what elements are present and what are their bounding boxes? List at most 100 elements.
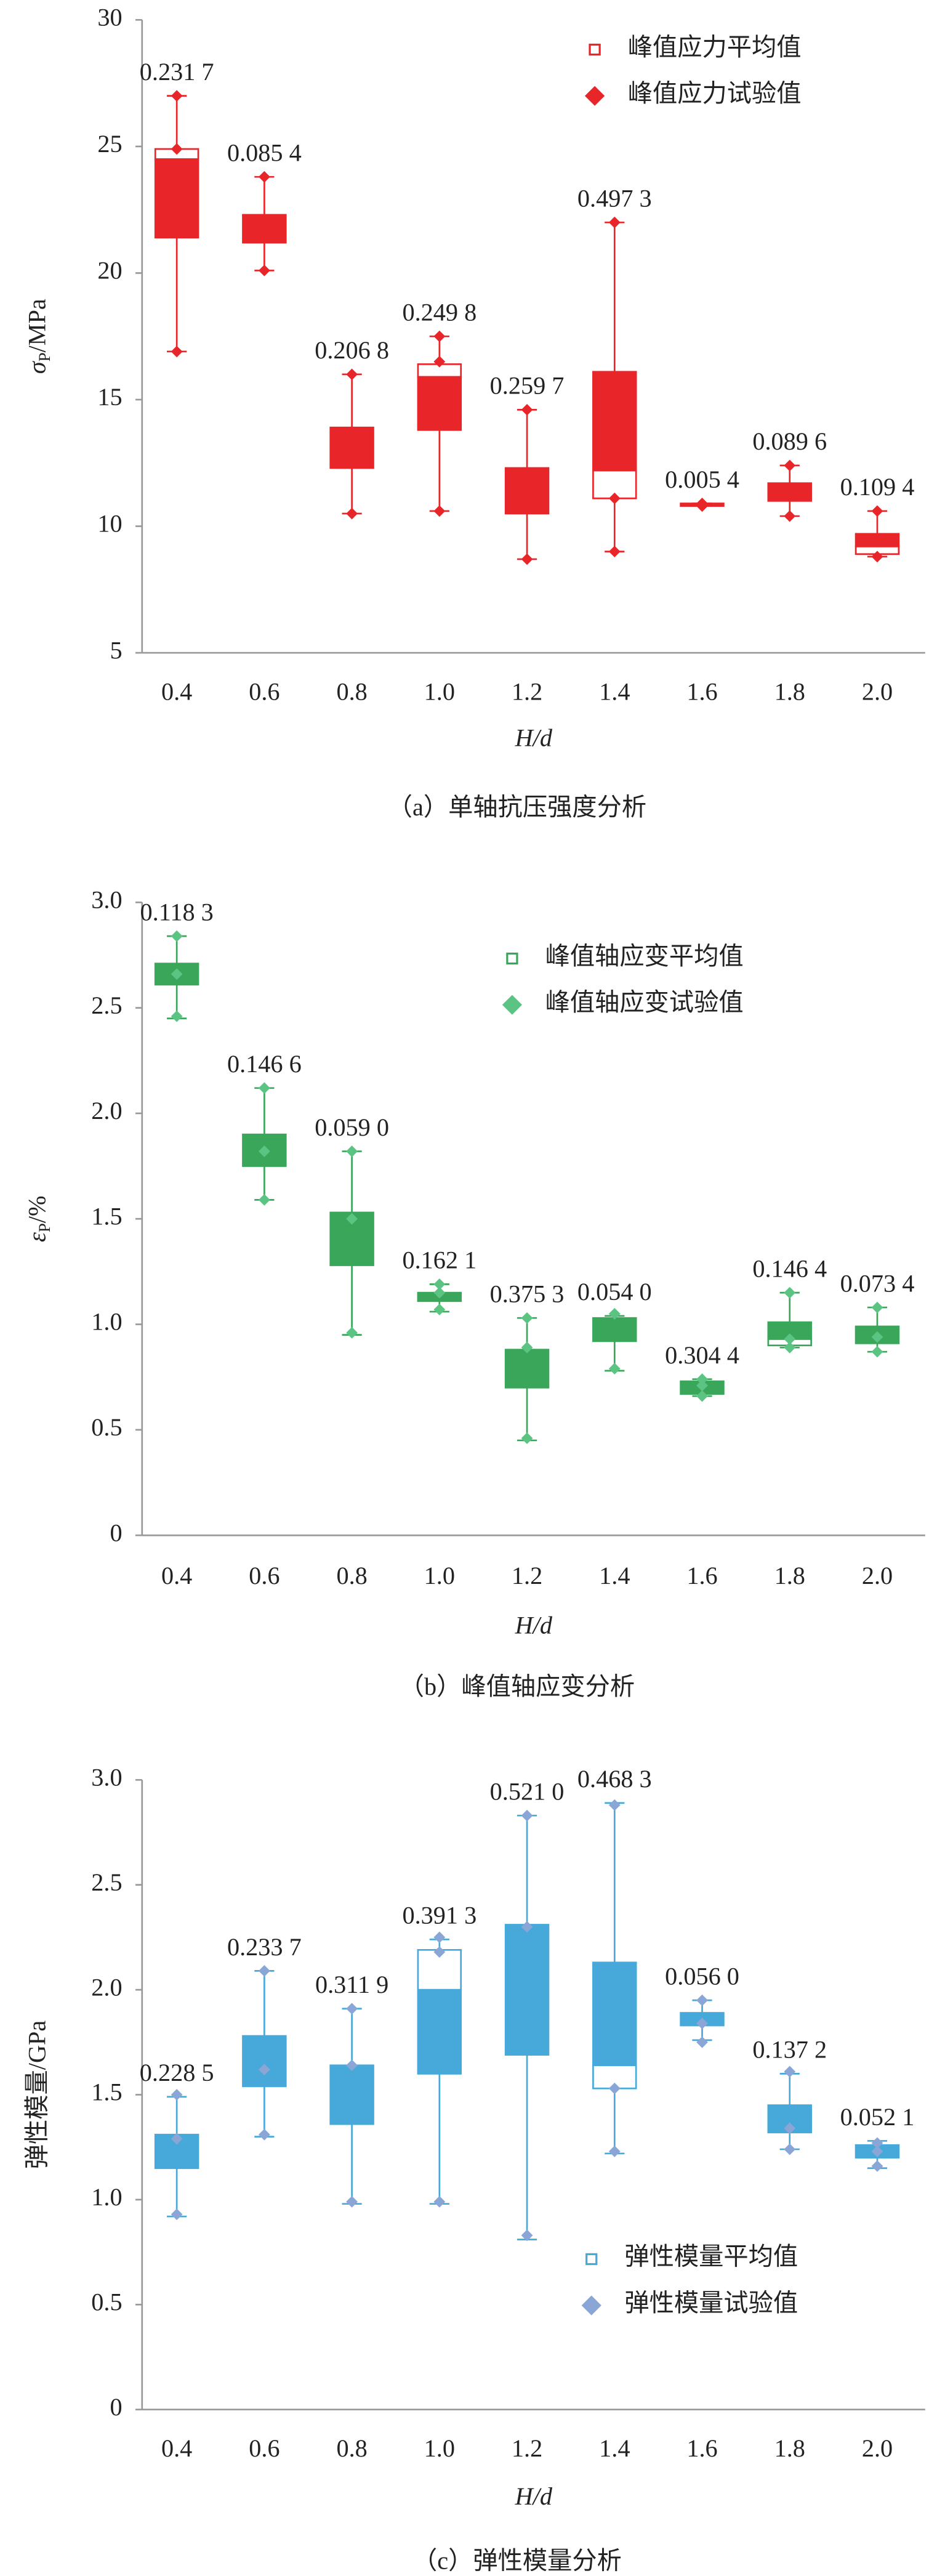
annotation: 0.146 4	[752, 1254, 827, 1282]
test-point	[171, 930, 183, 942]
test-point	[346, 2003, 358, 2015]
annotation: 0.118 3	[140, 898, 214, 926]
test-point	[784, 510, 796, 522]
x-tick-label: 1.0	[424, 2434, 455, 2462]
test-point	[784, 459, 796, 472]
annotation: 0.054 0	[577, 1278, 652, 1306]
box	[592, 371, 637, 472]
test-point	[346, 368, 358, 381]
test-point	[608, 1799, 621, 1811]
test-point	[171, 2133, 183, 2145]
test-point	[871, 2160, 883, 2172]
annotation: 0.497 3	[577, 185, 652, 212]
x-tick-label: 1.4	[599, 1562, 630, 1589]
x-tick-label: 2.0	[862, 1562, 893, 1589]
x-tick-label: 1.8	[774, 2434, 805, 2462]
legend-label: 弹性模量试验值	[624, 2289, 798, 2317]
test-point	[521, 553, 533, 565]
test-point	[346, 1145, 358, 1157]
x-tick-label: 0.8	[336, 677, 367, 705]
test-point	[433, 2195, 446, 2208]
legend-label: 峰值应力平均值	[628, 33, 802, 61]
x-tick-label: 1.6	[686, 2434, 717, 2462]
x-tick-label: 0.8	[336, 2434, 367, 2462]
test-point	[608, 2146, 621, 2157]
test-point	[171, 1010, 183, 1022]
x-tick-label: 2.0	[862, 677, 893, 705]
annotation: 0.073 4	[840, 1269, 915, 1297]
test-point	[784, 2143, 796, 2155]
y-tick-label: 1.5	[91, 2078, 122, 2106]
y-tick-label: 0.5	[91, 2288, 122, 2316]
test-point	[608, 546, 621, 558]
test-point	[433, 1304, 446, 1315]
x-axis-label: H/d	[515, 724, 553, 752]
box	[242, 2035, 287, 2088]
test-point	[171, 90, 183, 102]
test-point	[608, 2082, 621, 2094]
test-point	[784, 1286, 796, 1299]
y-label-symbol: ε	[23, 1232, 51, 1242]
test-point	[171, 143, 183, 155]
test-point	[171, 2089, 183, 2101]
test-point	[346, 507, 358, 520]
test-point	[346, 1326, 358, 1339]
box	[855, 533, 900, 547]
test-point	[433, 1278, 446, 1290]
x-tick-label: 0.4	[161, 677, 192, 705]
test-point	[696, 1994, 708, 2006]
x-tick-label: 1.8	[774, 1562, 805, 1589]
box	[504, 1924, 550, 2056]
annotation: 0.233 7	[227, 1933, 302, 1961]
annotation: 0.228 5	[140, 2059, 214, 2086]
legend-swatch	[584, 86, 605, 106]
x-tick-label: 1.2	[512, 1562, 542, 1589]
test-point	[521, 1432, 533, 1444]
test-point	[871, 1301, 883, 1314]
annotation: 0.206 8	[315, 336, 389, 364]
test-point	[258, 171, 270, 183]
legend-swatch	[589, 43, 601, 56]
y-tick-label: 3.0	[91, 886, 122, 914]
annotation: 0.059 0	[315, 1113, 389, 1141]
x-tick-label: 0.6	[249, 1562, 279, 1589]
y-tick-label: 1.0	[91, 2183, 122, 2211]
annotation: 0.109 4	[840, 473, 915, 501]
annotation: 0.375 3	[490, 1280, 565, 1308]
test-point	[171, 345, 183, 358]
test-point	[871, 2137, 883, 2149]
test-point	[784, 2122, 796, 2134]
test-point	[871, 1346, 883, 1358]
caption: （c）弹性模量分析	[412, 2547, 622, 2575]
test-point	[784, 2065, 796, 2078]
x-tick-label: 1.4	[599, 2434, 630, 2462]
x-tick-label: 0.6	[249, 677, 279, 705]
test-point	[871, 2146, 883, 2157]
test-point	[608, 492, 621, 504]
test-point	[696, 1373, 708, 1385]
x-tick-label: 1.2	[512, 677, 542, 705]
annotation: 0.304 4	[665, 1341, 739, 1369]
y-tick-label: 5	[110, 636, 122, 664]
caption: （a）单轴抗压强度分析	[388, 793, 646, 821]
test-point	[433, 1286, 446, 1299]
x-tick-label: 1.8	[774, 677, 805, 705]
annotation: 0.085 4	[227, 139, 302, 167]
box	[592, 1317, 637, 1343]
test-point	[433, 505, 446, 517]
annotation: 0.137 2	[752, 2036, 827, 2064]
legend-swatch	[585, 2253, 598, 2266]
legend-label: 弹性模量平均值	[624, 2243, 798, 2271]
y-tick-label: 3.0	[91, 1763, 122, 1791]
x-tick-label: 1.6	[686, 677, 717, 705]
annotation: 0.468 3	[577, 1765, 652, 1793]
x-tick-label: 1.0	[424, 1562, 455, 1589]
x-tick-label: 1.2	[512, 2434, 542, 2462]
test-point	[696, 1379, 708, 1392]
test-point	[521, 1312, 533, 1324]
y-label-unit: /GPa	[23, 2021, 51, 2070]
box	[417, 376, 462, 431]
annotation: 0.391 3	[402, 1902, 477, 1929]
y-tick-label: 15	[97, 383, 122, 411]
